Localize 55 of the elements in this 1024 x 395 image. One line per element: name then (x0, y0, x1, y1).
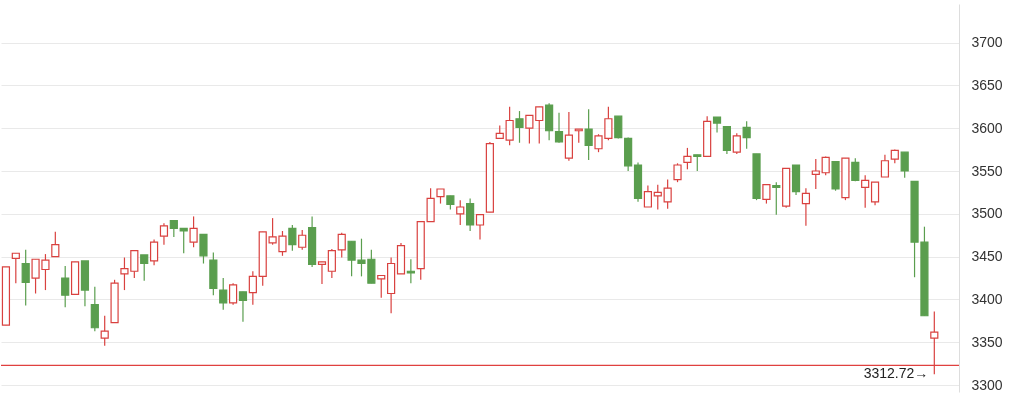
candlestick (238, 291, 248, 323)
y-tick-label: 3650 (971, 76, 1003, 93)
candlestick (811, 158, 820, 190)
y-tick-label: 3450 (971, 248, 1003, 265)
candlestick (377, 274, 386, 299)
candlestick (11, 252, 20, 284)
candlestick (90, 286, 99, 332)
candlestick (762, 184, 771, 205)
candlestick (189, 215, 198, 248)
candlestick (870, 181, 880, 206)
candlestick (732, 132, 741, 155)
y-tick-label: 3300 (971, 376, 1003, 393)
candlestick (801, 187, 811, 227)
candlestick (51, 231, 60, 258)
candlestick (584, 108, 593, 161)
candlestick (228, 282, 238, 306)
candlestick (880, 154, 890, 178)
candlestick (742, 120, 751, 150)
candlestick (900, 151, 909, 179)
candlestick (673, 162, 682, 183)
annotation: 3312.72→ (863, 365, 929, 382)
candlestick (406, 258, 415, 284)
y-tick-label: 3400 (971, 291, 1003, 307)
candlestick (722, 125, 732, 155)
candlestick (821, 155, 830, 176)
candlestick (327, 248, 336, 279)
candlestick (61, 265, 70, 308)
candlestick (861, 174, 870, 209)
y-tick-label: 3700 (971, 34, 1003, 51)
candlestick (515, 110, 524, 144)
candlestick (179, 227, 188, 254)
candlestick (298, 229, 307, 251)
y-tick-label: 3550 (971, 162, 1003, 179)
candlestick (683, 147, 692, 170)
y-tick-label: 3500 (971, 205, 1003, 222)
candlestick (140, 254, 149, 282)
candlestick (466, 197, 475, 232)
candlestick (772, 181, 781, 216)
candlestick (219, 277, 228, 311)
candlestick (149, 238, 159, 266)
y-tick-label: 3350 (971, 333, 1003, 350)
candlestick (288, 224, 297, 252)
candlestick (248, 270, 257, 306)
candlestick (564, 111, 573, 162)
candlestick (456, 199, 465, 226)
candlestick (317, 261, 327, 285)
candlestick (159, 222, 169, 246)
candlestick (554, 112, 564, 144)
candlestick (199, 233, 208, 265)
candlestick (21, 249, 30, 307)
candlestick (337, 232, 346, 259)
candlestick (100, 315, 109, 347)
y-tick-label: 3600 (971, 119, 1003, 136)
candlestick (643, 184, 652, 208)
candlestick (475, 214, 485, 241)
